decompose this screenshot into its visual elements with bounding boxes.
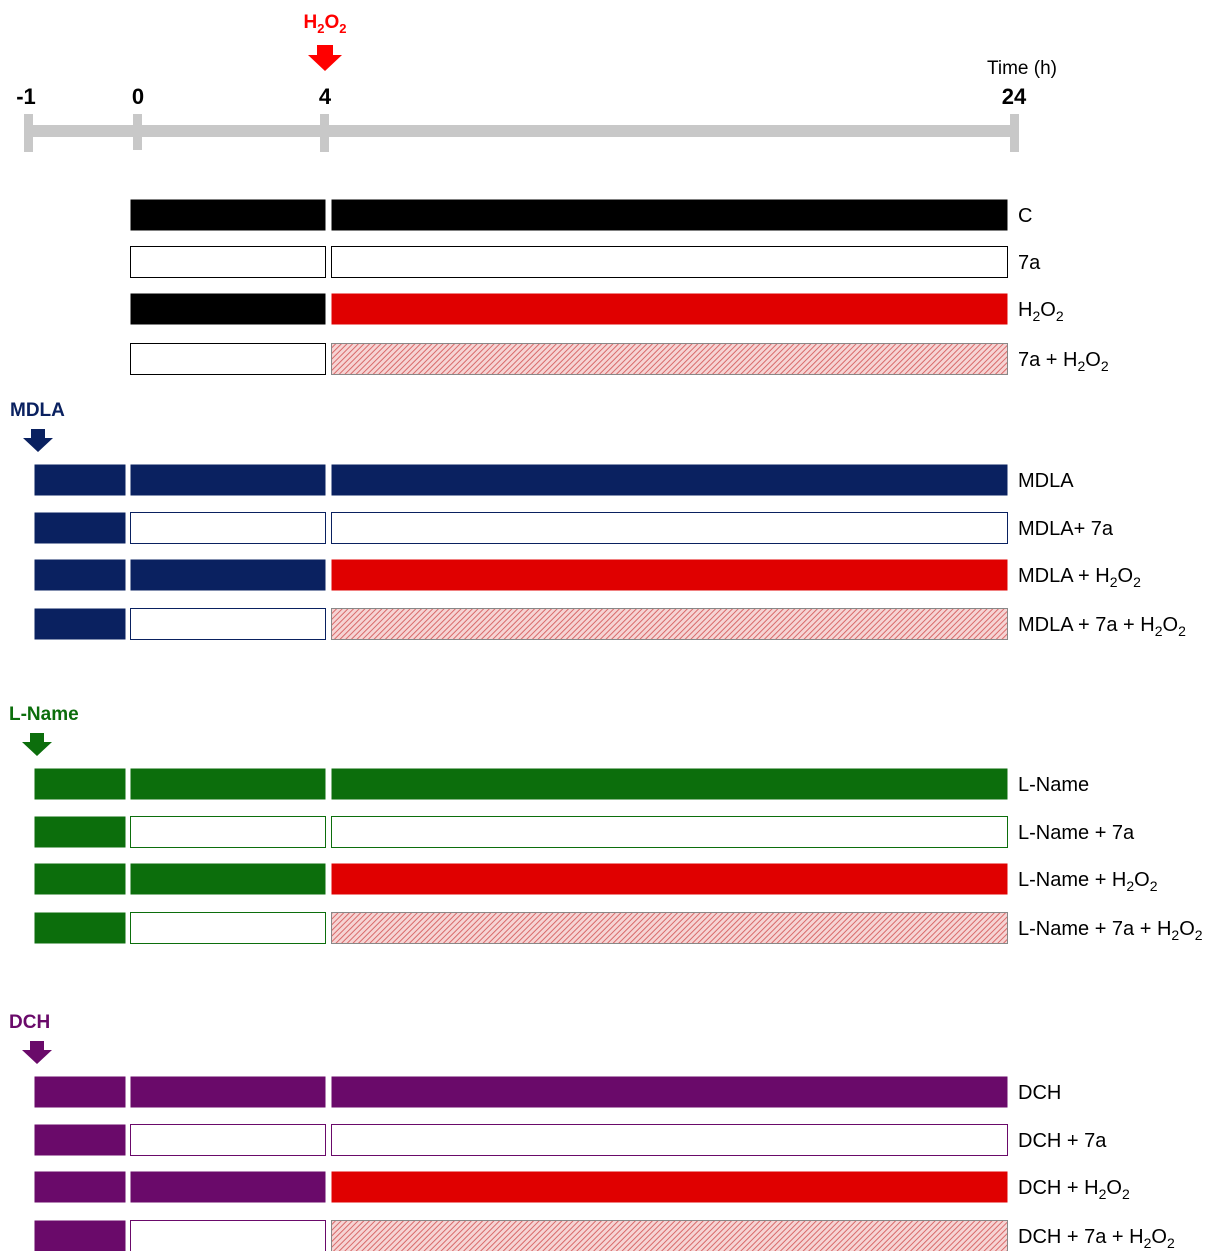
mdla-row-1-phase1-bar bbox=[130, 464, 326, 496]
dch-row-4-pretreatment-bar bbox=[34, 1220, 126, 1251]
tick-mark-24 bbox=[1010, 114, 1019, 152]
lname-row-2-phase1-bar bbox=[130, 816, 326, 848]
lname-row-1-phase2-bar bbox=[331, 768, 1008, 800]
dch-row-1-pretreatment-bar bbox=[34, 1076, 126, 1108]
tick-mark-4 bbox=[320, 114, 329, 152]
lname-row-1-label: L-Name bbox=[1018, 774, 1089, 796]
dch-row-3-phase2-bar bbox=[331, 1171, 1008, 1203]
tick-mark-minus1 bbox=[24, 114, 33, 152]
mdla-row-1-pretreatment-bar bbox=[34, 464, 126, 496]
control-row-3-phase2-bar bbox=[331, 293, 1008, 325]
control-row-4-label: 7a + H2O2 bbox=[1018, 349, 1109, 374]
mdla-row-2-label: MDLA+ 7a bbox=[1018, 518, 1114, 540]
mdla-row-1-label: MDLA bbox=[1018, 470, 1074, 492]
dch-row-2-phase1-bar bbox=[130, 1124, 326, 1156]
dch-row-1-phase2-bar bbox=[331, 1076, 1008, 1108]
control-row-3-label: H2O2 bbox=[1018, 299, 1064, 324]
treatment-rows: C 7a H2O2 7a + H2O2 MDLA MDLA MDLA+ 7a MDLA + H… bbox=[9, 199, 1203, 1251]
time-axis-bar bbox=[28, 125, 1018, 137]
mdla-row-3-pretreatment-bar bbox=[34, 559, 126, 591]
lname-row-3-phase1-bar bbox=[130, 863, 326, 895]
lname-row-1-phase1-bar bbox=[130, 768, 326, 800]
control-row-4-phase2-bar bbox=[331, 343, 1008, 375]
lname-row-3-phase2-bar bbox=[331, 863, 1008, 895]
lname-row-2-label: L-Name + 7a bbox=[1018, 822, 1135, 844]
tick-mark-0 bbox=[133, 114, 142, 150]
control-row-2-label: 7a bbox=[1018, 252, 1041, 274]
time-axis: -1 0 4 24 Time (h) bbox=[16, 58, 1057, 152]
control-row-4-phase1-bar bbox=[130, 343, 326, 375]
lname-inhibitor-label: L-Name bbox=[9, 704, 79, 725]
control-row-1-phase2-bar bbox=[331, 199, 1008, 231]
dch-row-2-label: DCH + 7a bbox=[1018, 1130, 1107, 1152]
lname-row-3-label: L-Name + H2O2 bbox=[1018, 869, 1158, 894]
mdla-row-2-phase2-bar bbox=[331, 512, 1008, 544]
lname-row-2-pretreatment-bar bbox=[34, 816, 126, 848]
dch-inhibitor-label: DCH bbox=[9, 1012, 50, 1033]
lname-row-3-pretreatment-bar bbox=[34, 863, 126, 895]
down-arrow-icon bbox=[23, 429, 53, 452]
lname-row-4-pretreatment-bar bbox=[34, 912, 126, 944]
dch-row-2-pretreatment-bar bbox=[34, 1124, 126, 1156]
mdla-row-2-pretreatment-bar bbox=[34, 512, 126, 544]
dch-row-4-phase1-bar bbox=[130, 1220, 326, 1251]
mdla-row-2-phase1-bar bbox=[130, 512, 326, 544]
mdla-row-4-pretreatment-bar bbox=[34, 608, 126, 640]
mdla-inhibitor-label: MDLA bbox=[10, 400, 65, 421]
control-row-3-phase1-bar bbox=[130, 293, 326, 325]
control-row-1-label: C bbox=[1018, 205, 1032, 227]
mdla-row-1-phase2-bar bbox=[331, 464, 1008, 496]
down-arrow-icon bbox=[22, 1041, 52, 1064]
lname-row-1-pretreatment-bar bbox=[34, 768, 126, 800]
h2o2-addition-marker: H2O2 bbox=[304, 12, 347, 71]
mdla-row-4-phase1-bar bbox=[130, 608, 326, 640]
control-row-2-phase2-bar bbox=[331, 246, 1008, 278]
lname-row-4-phase1-bar bbox=[130, 912, 326, 944]
dch-row-2-phase2-bar bbox=[331, 1124, 1008, 1156]
lname-row-4-label: L-Name + 7a + H2O2 bbox=[1018, 918, 1203, 943]
lname-row-4-phase2-bar bbox=[331, 912, 1008, 944]
mdla-row-4-label: MDLA + 7a + H2O2 bbox=[1018, 614, 1186, 639]
tick-label-4: 4 bbox=[319, 84, 332, 109]
dch-row-1-phase1-bar bbox=[130, 1076, 326, 1108]
mdla-row-3-phase1-bar bbox=[130, 559, 326, 591]
dch-row-3-phase1-bar bbox=[130, 1171, 326, 1203]
control-row-2-phase1-bar bbox=[130, 246, 326, 278]
dch-row-4-phase2-bar bbox=[331, 1220, 1008, 1251]
dch-row-3-pretreatment-bar bbox=[34, 1171, 126, 1203]
tick-label-0: 0 bbox=[132, 84, 144, 109]
mdla-row-3-label: MDLA + H2O2 bbox=[1018, 565, 1141, 590]
down-arrow-icon bbox=[308, 45, 342, 71]
dch-row-1-label: DCH bbox=[1018, 1082, 1061, 1104]
dch-row-3-label: DCH + H2O2 bbox=[1018, 1177, 1130, 1202]
tick-label-minus1: -1 bbox=[16, 84, 36, 109]
h2o2-marker-label: H2O2 bbox=[304, 12, 347, 36]
control-row-1-phase1-bar bbox=[130, 199, 326, 231]
tick-label-24: 24 bbox=[1002, 84, 1027, 109]
lname-row-2-phase2-bar bbox=[331, 816, 1008, 848]
dch-row-4-label: DCH + 7a + H2O2 bbox=[1018, 1226, 1175, 1251]
time-unit-label: Time (h) bbox=[987, 58, 1057, 79]
mdla-row-4-phase2-bar bbox=[331, 608, 1008, 640]
down-arrow-icon bbox=[22, 733, 52, 756]
mdla-row-3-phase2-bar bbox=[331, 559, 1008, 591]
